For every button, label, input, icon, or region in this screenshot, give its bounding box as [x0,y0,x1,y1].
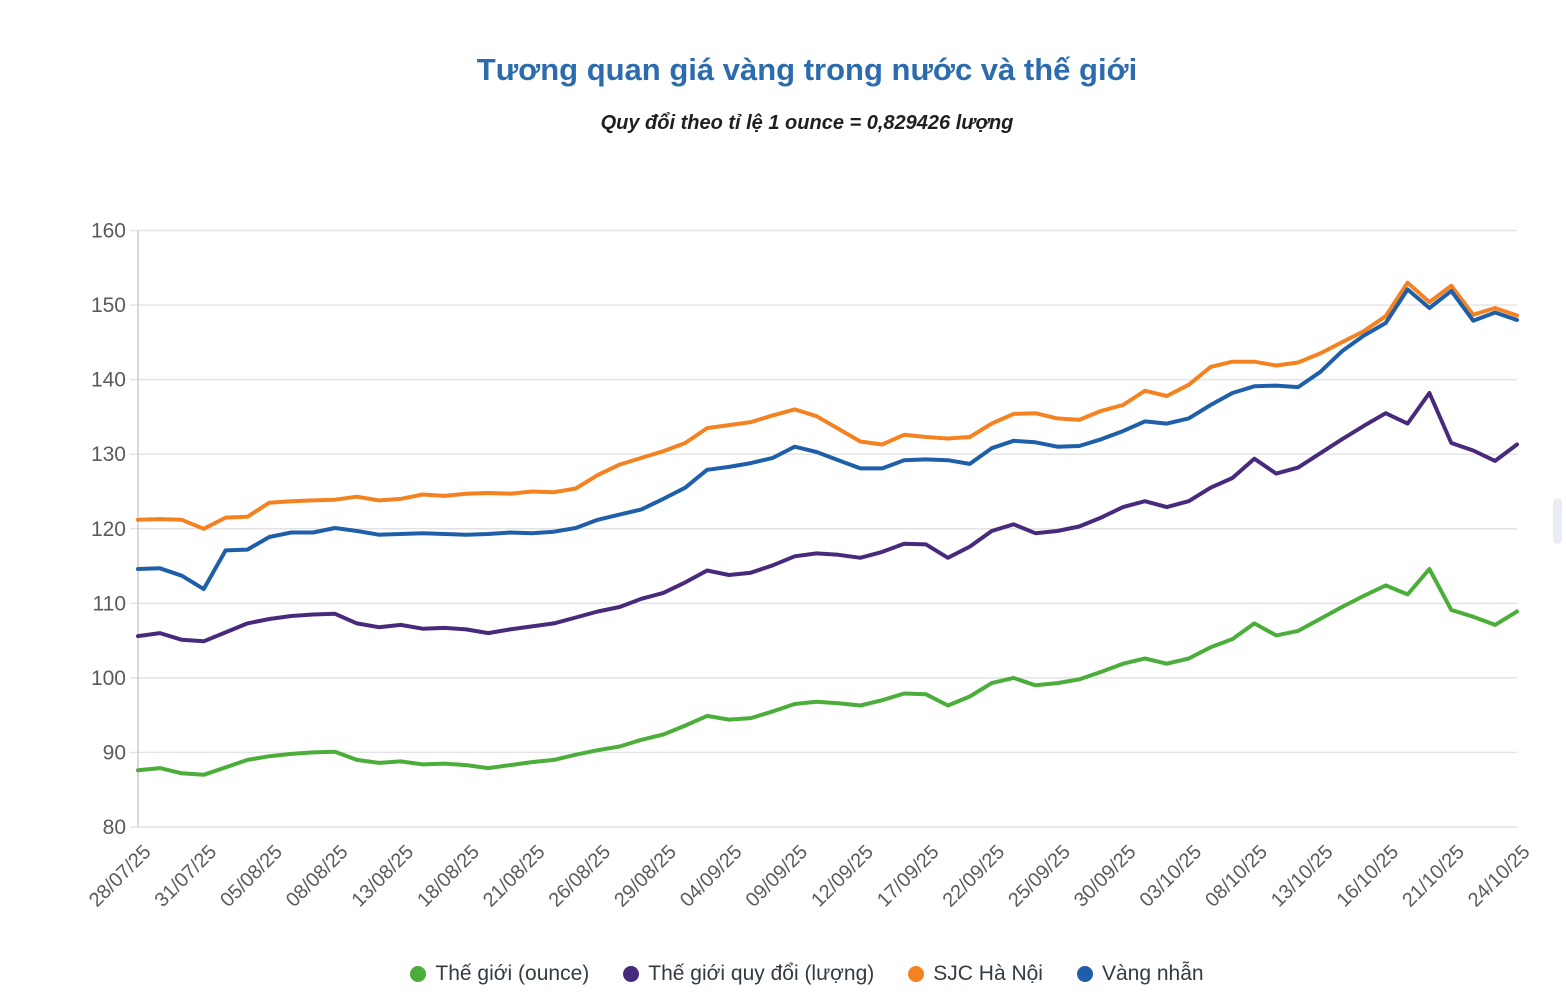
x-axis-tick-label: 22/09/25 [939,841,1010,912]
legend-item-label: Vàng nhẫn [1101,962,1204,985]
y-axis-tick-label: 160 [91,220,126,243]
x-axis-tick-label: 16/10/25 [1333,841,1404,912]
x-axis-tick-label: 13/08/25 [348,841,419,912]
y-axis-tick-label: 140 [91,369,126,392]
legend-item-2[interactable]: SJC Hà Nội [908,962,1043,986]
chart-title: Tương quan giá vàng trong nước và thế gi… [476,52,1138,87]
series-line-1 [136,391,1519,644]
legend-item-label: Thế giới (ounce) [435,962,590,985]
legend-marker-icon [623,966,640,982]
x-axis-tick-label: 03/10/25 [1136,841,1207,912]
legend-item-label: SJC Hà Nội [933,962,1043,985]
chart-subtitle: Quy đổi theo tỉ lệ 1 ounce = 0,829426 lư… [600,112,1014,134]
x-axis-tick-label: 21/10/25 [1398,841,1469,912]
y-axis-tick-label: 90 [103,741,126,764]
y-axis-tick-label: 80 [103,816,126,839]
x-axis-labels: 28/07/2531/07/2505/08/2508/08/2513/08/25… [85,841,1535,912]
x-axis-tick-label: 12/09/25 [807,841,878,912]
x-axis-tick-label: 31/07/25 [151,841,222,912]
legend-item-3[interactable]: Vàng nhẫn [1076,962,1204,986]
x-axis-tick-label: 26/08/25 [545,841,616,912]
x-axis-tick-label: 29/08/25 [610,841,681,912]
scrollbar-thumb[interactable] [1553,498,1562,544]
x-axis-tick-label: 21/08/25 [479,841,550,912]
legend-marker-icon [410,966,427,982]
x-axis-tick-label: 09/09/25 [742,841,813,912]
x-axis-tick-label: 18/08/25 [413,841,484,912]
y-axis-tick-label: 110 [93,592,126,615]
legend-item-0[interactable]: Thế giới (ounce) [410,962,589,986]
legend-item-label: Thế giới quy đổi (lượng) [648,962,875,985]
x-axis-tick-label: 04/09/25 [676,841,747,912]
y-axis-tick-label: 120 [91,518,126,541]
x-axis-tick-label: 30/09/25 [1070,841,1141,912]
x-axis-tick-label: 17/09/25 [873,841,944,912]
y-axis-tick-label: 150 [91,294,126,317]
series-line-0 [136,567,1519,777]
legend-item-1[interactable]: Thế giới quy đổi (lượng) [623,962,874,986]
legend-marker-icon [908,966,925,982]
x-axis-tick-label: 08/08/25 [282,841,353,912]
x-axis-tick-label: 05/08/25 [216,841,287,912]
legend-marker-icon [1076,966,1093,982]
chart-legend: Thế giới (ounce) Thế giới quy đổi (lượng)… [24,962,1566,986]
y-axis-tick-label: 130 [91,443,126,466]
series-line-3 [136,287,1519,592]
x-axis-tick-label: 13/10/25 [1267,841,1338,912]
x-axis-tick-label: 24/10/25 [1464,841,1535,912]
x-axis-tick-label: 28/07/25 [85,841,156,912]
y-axis-tick-label: 100 [91,667,126,690]
x-axis-tick-label: 08/10/25 [1201,841,1272,912]
series-line-2 [136,280,1519,531]
x-axis-tick-label: 25/09/25 [1004,841,1075,912]
y-axis-labels: 80 90 100 110 120 130 140 150 160 [91,220,126,840]
